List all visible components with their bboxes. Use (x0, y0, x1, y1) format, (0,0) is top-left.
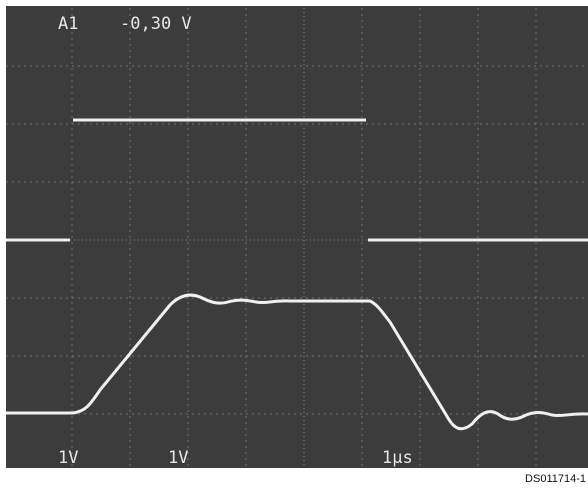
offset-label: -0,30 V (120, 14, 192, 34)
screen (6, 6, 588, 468)
timebase: 1µs (382, 448, 413, 468)
figure-caption: DS011714-1 (525, 473, 586, 485)
ch1-scale: 1V (58, 448, 78, 468)
input-trace (6, 118, 588, 242)
output-trace (6, 293, 588, 431)
channel-label: A1 (58, 14, 78, 34)
ch2-scale: 1V (168, 448, 188, 468)
